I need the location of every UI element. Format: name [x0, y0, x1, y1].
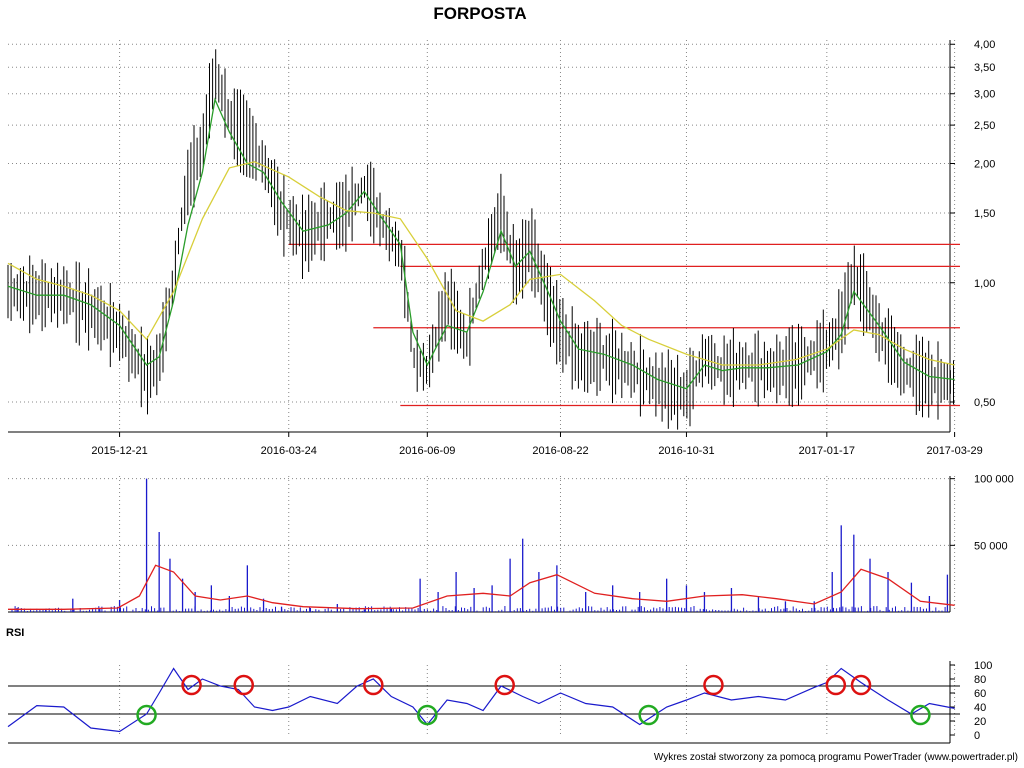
rsi-line: [7, 667, 955, 733]
oversold-marker: [910, 704, 931, 726]
y-tick-label: 3,50: [974, 62, 995, 74]
rsi-panel: 100 80 60 40 20 0: [7, 660, 992, 744]
footer-credit: Wykres został stworzony za pomocą progra…: [654, 752, 1018, 763]
x-tick-label: 2016-08-22: [532, 445, 588, 457]
overbought-marker: [494, 674, 515, 696]
y-tick-label: 1,50: [974, 208, 995, 220]
x-tick-label: 2015-12-21: [91, 445, 147, 457]
price-bars: [7, 49, 954, 430]
oversold-marker: [638, 704, 659, 726]
x-tick-label: 2016-06-09: [399, 445, 455, 457]
rsi-tick-label: 60: [974, 688, 986, 700]
y-tick-label: 0,50: [974, 397, 995, 409]
overbought-marker: [233, 674, 255, 696]
short-ma-line: [7, 97, 955, 390]
overbought-marker: [703, 674, 724, 696]
overbought-marker: [850, 674, 872, 696]
volume-average-line: [8, 564, 955, 610]
y-tick-label: 2,00: [974, 159, 995, 171]
x-tick-label: 2016-03-24: [261, 445, 317, 457]
x-tick-label: 2017-01-17: [799, 445, 855, 457]
x-tick-label: 2016-10-31: [658, 445, 714, 457]
long-ma-line: [7, 161, 955, 366]
volume-tick-label: 50 000: [974, 540, 1008, 552]
oversold-marker: [417, 704, 438, 726]
rsi-tick-label: 100: [974, 660, 992, 672]
overbought-marker: [181, 674, 202, 696]
overbought-marker: [825, 674, 847, 696]
rsi-tick-label: 20: [974, 716, 986, 728]
rsi-label: RSI: [6, 627, 24, 639]
overbought-marker: [363, 674, 384, 696]
rsi-tick-label: 40: [974, 702, 986, 714]
price-panel: 2015-12-21 2016-03-24 2016-06-09 2016-08-22…: [7, 39, 995, 457]
y-tick-label: 4,00: [974, 39, 995, 51]
volume-tick-label: 100 000: [974, 474, 1014, 486]
y-tick-label: 2,50: [974, 120, 995, 132]
rsi-tick-label: 0: [974, 730, 980, 742]
y-tick-label: 1,00: [974, 278, 995, 290]
volume-panel: 100 000 50 000: [8, 474, 1014, 613]
x-tick-label: 2017-03-29: [926, 445, 982, 457]
rsi-tick-label: 80: [974, 674, 986, 686]
y-tick-label: 3,00: [974, 89, 995, 101]
chart-title: FORPOSTA: [433, 4, 526, 23]
oversold-marker: [136, 704, 157, 726]
